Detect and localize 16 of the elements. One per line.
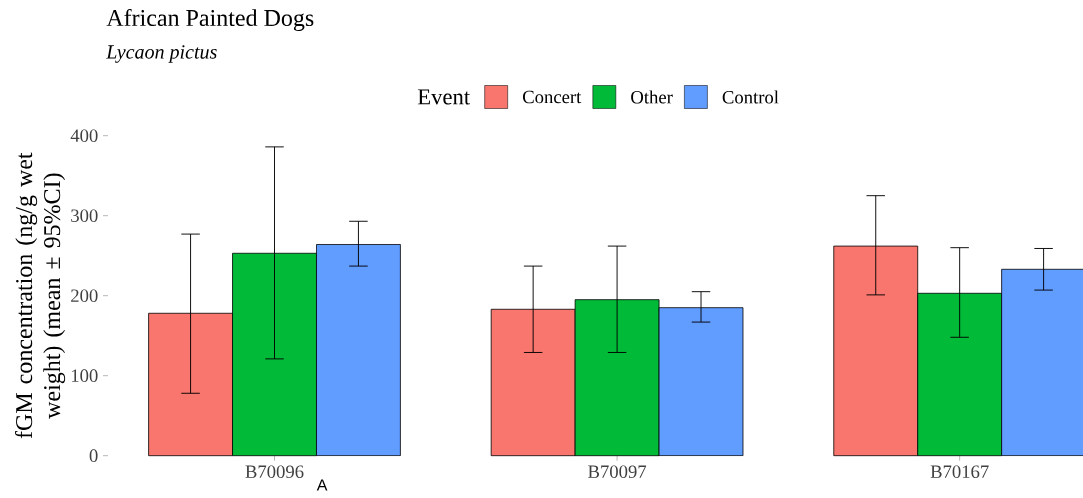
legend-label: Control [722, 90, 779, 104]
legend-label: Other [631, 90, 673, 104]
x-tick-label: B70096 [245, 465, 304, 478]
y-tick-label: 400 [70, 129, 98, 142]
y-tick-label: 100 [71, 369, 98, 382]
y-tick-label: 200 [71, 289, 98, 302]
legend-label: Concert [522, 90, 582, 104]
y-axis-title: fGM concentration (ng/g wet weight) (mean ± 95%CI) [15, 152, 66, 439]
y-tick-label: 300 [71, 209, 98, 222]
legend-title: Event [417, 89, 471, 105]
chart-title: African Painted Dogs [106, 8, 314, 32]
y-tick-label: 0 [89, 449, 98, 462]
chart-subtitle: Lycaon pictus [106, 45, 217, 63]
text: A [316, 479, 328, 491]
x-tick-label: B70167 [930, 465, 989, 478]
x-tick-label: B70097 [588, 465, 647, 478]
